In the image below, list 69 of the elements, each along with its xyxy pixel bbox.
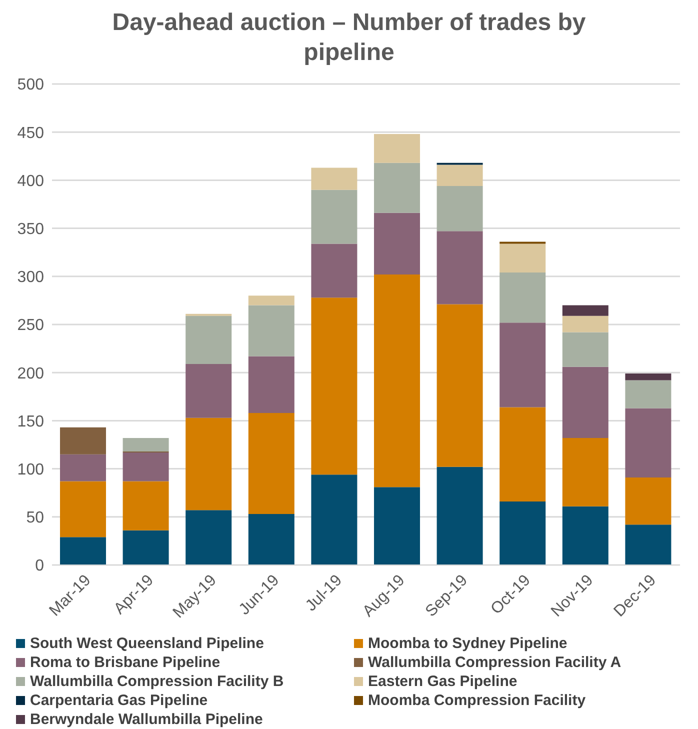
bar: [248, 356, 294, 414]
legend-label: Wallumbilla Compression Facility A: [368, 654, 622, 671]
bar: [625, 408, 672, 478]
bar: [248, 296, 294, 306]
y-tick-label: 500: [17, 76, 44, 94]
bar: [562, 316, 608, 332]
legend-label: Moomba to Sydney Pipeline: [368, 635, 568, 652]
bar: [122, 530, 169, 565]
bar: [311, 168, 358, 190]
bar: [60, 481, 106, 538]
bar: [248, 514, 294, 565]
bar: [186, 316, 232, 364]
bar: [374, 487, 420, 565]
legend-label: Moomba Compression Facility: [368, 692, 586, 709]
bar: [186, 364, 232, 418]
bar: [500, 244, 546, 273]
legend-label: Carpentaria Gas Pipeline: [30, 692, 208, 709]
bar: [436, 186, 483, 232]
bar: [374, 274, 420, 488]
bar: [122, 452, 169, 482]
bar: [374, 162, 420, 213]
bar: [311, 244, 358, 298]
bar: [186, 510, 232, 565]
bar: [248, 305, 294, 356]
bar: [374, 134, 420, 163]
bar: [625, 477, 672, 525]
legend-label: South West Queensland Pipeline: [30, 635, 264, 652]
bar: [562, 506, 608, 565]
bar: [436, 231, 483, 304]
bar: [562, 366, 608, 438]
bar: [562, 305, 608, 316]
bar: [436, 164, 483, 186]
bar: [311, 190, 358, 244]
y-tick-label: 50: [26, 510, 44, 527]
bar: [625, 374, 672, 380]
y-tick-label: 200: [17, 365, 44, 382]
bar: [500, 502, 546, 565]
bar: [625, 380, 672, 408]
bar: [562, 438, 608, 506]
bar: [311, 474, 358, 565]
legend-label: Berwyndale Wallumbilla Pipeline: [30, 711, 263, 728]
bar: [436, 466, 483, 565]
bar: [60, 537, 106, 565]
bar: [562, 332, 608, 367]
bar: [248, 413, 294, 514]
bar: [122, 438, 169, 452]
bar: [60, 427, 106, 454]
bar: [500, 407, 546, 502]
legend-label: Wallumbilla Compression Facility B: [30, 673, 284, 690]
y-tick-label: 250: [17, 317, 44, 334]
y-tick-label: 150: [17, 413, 44, 430]
y-tick-label: 100: [17, 461, 44, 478]
bar: [374, 212, 420, 274]
y-tick-label: 400: [17, 172, 44, 190]
bar: [625, 524, 672, 565]
chart-title: Day-ahead auction – Number of trades by pipeline: [111, 8, 587, 68]
bar: [60, 454, 106, 482]
bar: [122, 481, 169, 530]
y-tick-label: 350: [17, 220, 44, 238]
y-tick-label: 300: [17, 269, 44, 286]
bar: [311, 298, 358, 475]
bar: [186, 418, 232, 510]
bar: [500, 322, 546, 408]
y-tick-label: 450: [17, 124, 44, 142]
legend-label: Eastern Gas Pipeline: [368, 673, 518, 690]
bar: [436, 304, 483, 467]
y-tick-label: 0: [35, 558, 44, 575]
legend-label: Roma to Brisbane Pipeline: [30, 654, 220, 671]
bar: [500, 272, 546, 323]
